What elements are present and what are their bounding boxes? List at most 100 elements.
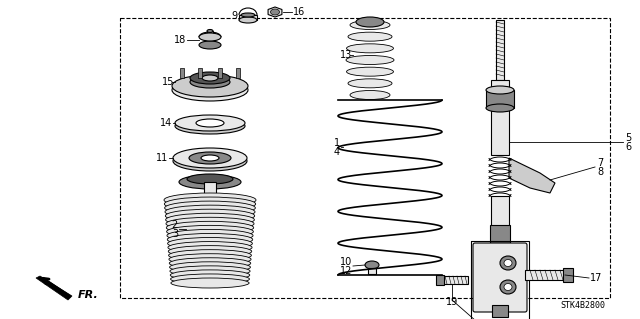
Ellipse shape	[504, 259, 512, 266]
Text: 3: 3	[172, 229, 178, 239]
Ellipse shape	[171, 278, 249, 288]
Text: 5: 5	[625, 133, 631, 143]
Ellipse shape	[199, 41, 221, 49]
Ellipse shape	[168, 238, 252, 249]
Ellipse shape	[486, 86, 514, 94]
Ellipse shape	[170, 270, 250, 280]
FancyBboxPatch shape	[473, 243, 527, 312]
Ellipse shape	[167, 234, 253, 246]
Ellipse shape	[170, 266, 250, 277]
Text: 13: 13	[340, 50, 352, 60]
Ellipse shape	[346, 44, 394, 53]
Ellipse shape	[500, 280, 516, 294]
Text: 7: 7	[597, 158, 604, 168]
Ellipse shape	[167, 229, 253, 242]
Bar	[120, 18, 610, 298]
Bar	[436, 275, 444, 285]
Ellipse shape	[486, 104, 514, 112]
Ellipse shape	[165, 205, 255, 219]
Ellipse shape	[348, 79, 392, 88]
Bar	[491, 196, 509, 240]
Text: 10: 10	[340, 257, 352, 267]
Bar	[492, 305, 508, 317]
Bar	[198, 68, 202, 78]
Text: 11: 11	[156, 153, 168, 163]
Ellipse shape	[196, 119, 224, 127]
Text: 8: 8	[597, 167, 603, 177]
Text: 9: 9	[232, 11, 238, 21]
Ellipse shape	[356, 17, 384, 27]
Ellipse shape	[169, 254, 251, 265]
Bar	[202, 37, 218, 45]
Ellipse shape	[346, 56, 394, 64]
Text: 15: 15	[162, 77, 174, 87]
Ellipse shape	[207, 29, 213, 33]
Bar	[563, 268, 573, 282]
Ellipse shape	[172, 75, 248, 97]
Text: FR.: FR.	[78, 290, 99, 300]
Ellipse shape	[187, 174, 233, 184]
Ellipse shape	[500, 256, 516, 270]
Ellipse shape	[175, 115, 245, 131]
Bar	[239, 15, 257, 20]
Ellipse shape	[179, 175, 241, 189]
Ellipse shape	[201, 155, 219, 161]
Text: 19: 19	[446, 297, 458, 307]
Ellipse shape	[172, 79, 248, 101]
Ellipse shape	[348, 32, 392, 41]
Text: 2: 2	[172, 220, 178, 230]
Ellipse shape	[239, 17, 257, 23]
Ellipse shape	[173, 148, 247, 168]
Text: 18: 18	[173, 35, 186, 45]
Bar	[444, 276, 468, 284]
Ellipse shape	[189, 152, 231, 164]
Ellipse shape	[166, 226, 253, 238]
Bar	[491, 80, 509, 155]
Text: STK4B2800: STK4B2800	[560, 301, 605, 310]
Ellipse shape	[202, 75, 218, 81]
Ellipse shape	[365, 261, 379, 269]
Ellipse shape	[199, 33, 221, 41]
Ellipse shape	[271, 9, 280, 15]
Text: 6: 6	[625, 142, 631, 152]
Ellipse shape	[504, 284, 512, 291]
Polygon shape	[509, 158, 555, 193]
Text: 14: 14	[160, 118, 172, 128]
Ellipse shape	[166, 221, 253, 234]
Bar	[204, 182, 216, 202]
Ellipse shape	[166, 213, 254, 226]
Ellipse shape	[190, 76, 230, 88]
Ellipse shape	[171, 274, 250, 284]
Ellipse shape	[350, 20, 390, 29]
Bar	[368, 268, 376, 274]
Ellipse shape	[165, 209, 255, 222]
Bar	[490, 225, 510, 247]
Ellipse shape	[170, 262, 250, 272]
Ellipse shape	[241, 13, 255, 17]
Ellipse shape	[175, 118, 245, 134]
Ellipse shape	[169, 258, 251, 269]
Ellipse shape	[350, 91, 390, 100]
Bar	[236, 68, 240, 78]
Ellipse shape	[168, 246, 252, 257]
Text: 16: 16	[293, 7, 305, 17]
Text: 1: 1	[334, 138, 340, 148]
Ellipse shape	[168, 250, 252, 261]
Text: 12: 12	[340, 266, 352, 276]
Bar	[471, 241, 529, 319]
Ellipse shape	[168, 241, 252, 253]
Bar	[496, 20, 504, 80]
Ellipse shape	[190, 72, 230, 84]
Ellipse shape	[164, 201, 255, 215]
Text: 17: 17	[590, 273, 602, 283]
Bar	[525, 270, 565, 280]
Ellipse shape	[164, 197, 255, 211]
Polygon shape	[268, 7, 282, 17]
Bar	[207, 31, 213, 37]
Bar	[180, 68, 184, 78]
Bar	[486, 90, 514, 108]
Polygon shape	[36, 276, 72, 300]
Ellipse shape	[164, 193, 256, 207]
Ellipse shape	[173, 151, 247, 171]
Text: 4: 4	[334, 147, 340, 157]
